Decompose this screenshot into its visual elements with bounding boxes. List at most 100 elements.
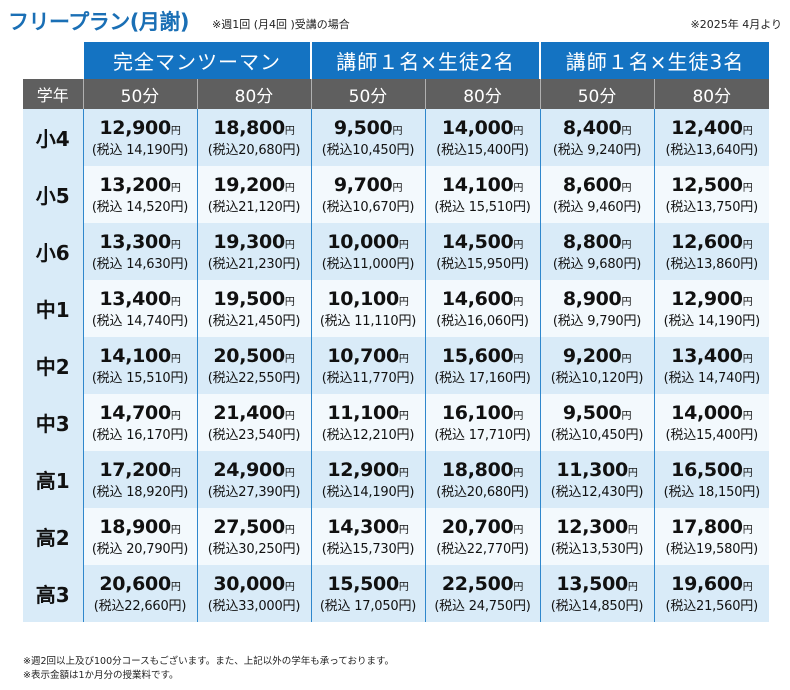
- price-amount-line: 13,500円: [541, 573, 654, 599]
- grade-label: 高3: [23, 565, 83, 622]
- price-cell: 8,800円 (税込 9,680円): [539, 223, 655, 280]
- price-cell: 9,500円 (税込10,450円): [310, 109, 425, 166]
- yen-unit: 円: [742, 296, 753, 308]
- yen-unit: 円: [742, 467, 753, 479]
- price-amount: 30,000: [213, 572, 285, 595]
- price-cell: 12,300円 (税込13,530円): [539, 508, 655, 565]
- tax-included-price: (税込22,660円): [93, 598, 187, 614]
- price-cell: 14,000円 (税込15,400円): [424, 109, 541, 166]
- price-cell: 13,400円 (税込 14,740円): [82, 280, 197, 337]
- grade-label: 高1: [23, 451, 83, 508]
- price-cell: 9,700円 (税込10,670円): [310, 166, 425, 223]
- price-amount: 19,500: [213, 287, 285, 310]
- yen-unit: 円: [284, 125, 295, 137]
- table-row: 中3 14,700円 (税込 16,170円) 21,400円 (税込23,540円) 1…: [23, 394, 770, 451]
- duration-header: 50分: [82, 79, 197, 109]
- price-amount-line: 16,500円: [655, 459, 770, 485]
- yen-unit: 円: [621, 125, 632, 137]
- tax-included-price: (税込 16,170円): [91, 427, 189, 443]
- grade-label: 小5: [23, 166, 83, 223]
- yen-unit: 円: [627, 524, 638, 536]
- price-amount-line: 12,500円: [655, 174, 770, 200]
- tax-included-price: (税込13,530円): [550, 541, 644, 557]
- price-cell: 12,900円 (税込 14,190円): [82, 109, 197, 166]
- price-amount: 13,200: [99, 173, 171, 196]
- tax-included-price: (税込19,580円): [665, 541, 759, 557]
- price-cell: 10,100円 (税込 11,110円): [310, 280, 425, 337]
- tax-included-price: (税込21,230円): [207, 256, 301, 272]
- price-amount: 15,500: [327, 572, 399, 595]
- price-amount-line: 12,600円: [655, 231, 770, 257]
- tax-included-price: (税込11,770円): [321, 370, 415, 386]
- yen-unit: 円: [392, 182, 403, 194]
- price-cell: 14,600円 (税込16,060円): [424, 280, 541, 337]
- price-cell: 13,500円 (税込14,850円): [539, 565, 655, 622]
- price-amount: 12,900: [327, 458, 399, 481]
- table-row: 小4 12,900円 (税込 14,190円) 18,800円 (税込20,680円) 9…: [23, 109, 770, 166]
- price-amount-line: 8,600円: [541, 174, 654, 200]
- tax-included-price: (税込20,680円): [207, 142, 301, 158]
- price-amount: 12,900: [671, 287, 743, 310]
- price-amount: 9,700: [333, 173, 393, 196]
- yen-unit: 円: [284, 296, 295, 308]
- price-amount-line: 13,300円: [84, 231, 197, 257]
- price-cell: 11,100円 (税込12,210円): [310, 394, 425, 451]
- price-cell: 17,200円 (税込 18,920円): [82, 451, 197, 508]
- tax-included-price: (税込10,670円): [321, 199, 415, 215]
- tax-included-price: (税込 14,740円): [663, 370, 761, 386]
- yen-unit: 円: [627, 467, 638, 479]
- price-cell: 19,500円 (税込21,450円): [196, 280, 311, 337]
- price-amount: 12,500: [671, 173, 743, 196]
- tax-included-price: (税込 20,790円): [91, 541, 189, 557]
- price-amount: 11,100: [327, 401, 399, 424]
- duration-header: 80分: [424, 79, 541, 109]
- tax-included-price: (税込12,430円): [550, 484, 644, 500]
- tax-included-price: (税込 9,240円): [552, 142, 642, 158]
- price-cell: 12,900円 (税込 14,190円): [653, 280, 770, 337]
- duration-header: 50分: [539, 79, 655, 109]
- tax-included-price: (税込10,120円): [550, 370, 644, 386]
- price-cell: 24,900円 (税込27,390円): [196, 451, 311, 508]
- tax-included-price: (税込11,000円): [321, 256, 415, 272]
- price-amount-line: 30,000円: [198, 573, 311, 599]
- price-cell: 19,200円 (税込21,120円): [196, 166, 311, 223]
- tax-included-price: (税込10,450円): [550, 427, 644, 443]
- price-amount: 12,400: [671, 116, 743, 139]
- price-cell: 21,400円 (税込23,540円): [196, 394, 311, 451]
- duration-header: 80分: [196, 79, 311, 109]
- price-amount: 14,600: [441, 287, 514, 310]
- price-cell: 13,400円 (税込 14,740円): [653, 337, 770, 394]
- price-cell: 27,500円 (税込30,250円): [196, 508, 311, 565]
- price-amount: 16,500: [671, 458, 743, 481]
- yen-unit: 円: [398, 353, 409, 365]
- yen-unit: 円: [513, 467, 524, 479]
- price-cell: 14,100円 (税込 15,510円): [424, 166, 541, 223]
- table-row: 小5 13,200円 (税込 14,520円) 19,200円 (税込21,120円) 9…: [23, 166, 770, 223]
- tax-included-price: (税込21,560円): [665, 598, 759, 614]
- yen-unit: 円: [621, 410, 632, 422]
- price-cell: 18,800円 (税込20,680円): [424, 451, 541, 508]
- grade-label: 中2: [23, 337, 83, 394]
- price-amount: 9,200: [562, 344, 622, 367]
- price-cell: 22,500円 (税込 24,750円): [424, 565, 541, 622]
- grade-column-header: 学年: [23, 79, 83, 109]
- price-amount-line: 9,700円: [312, 174, 425, 200]
- price-amount: 15,600: [441, 344, 514, 367]
- price-amount: 13,500: [556, 572, 628, 595]
- price-cell: 17,800円 (税込19,580円): [653, 508, 770, 565]
- duration-header-row: 学年 50分 80分 50分 80分 50分 80分: [23, 79, 770, 109]
- tax-included-price: (税込 14,190円): [91, 142, 189, 158]
- price-cell: 18,800円 (税込20,680円): [196, 109, 311, 166]
- price-cell: 12,500円 (税込13,750円): [653, 166, 770, 223]
- footnotes: ※週2回以上及び100分コースもございます。また、上記以外の学年も承っております…: [23, 655, 394, 683]
- footnote: ※表示金額は1か月分の授業料です。: [23, 670, 179, 681]
- price-amount-line: 15,500円: [312, 573, 425, 599]
- price-cell: 18,900円 (税込 20,790円): [82, 508, 197, 565]
- price-amount-line: 10,100円: [312, 288, 425, 314]
- yen-unit: 円: [398, 296, 409, 308]
- price-cell: 10,700円 (税込11,770円): [310, 337, 425, 394]
- table-row: 中1 13,400円 (税込 14,740円) 19,500円 (税込21,450円) 1…: [23, 280, 770, 337]
- price-amount-line: 9,500円: [312, 117, 425, 143]
- price-amount-line: 12,900円: [655, 288, 770, 314]
- price-amount: 10,700: [327, 344, 399, 367]
